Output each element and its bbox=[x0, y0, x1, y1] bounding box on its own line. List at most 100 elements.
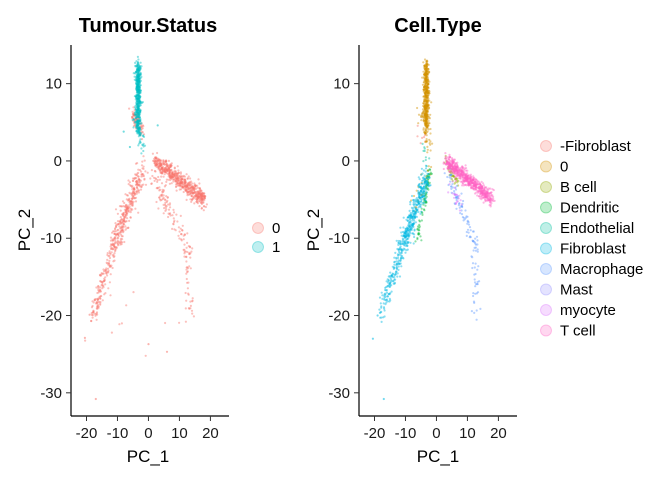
data-point bbox=[183, 181, 186, 184]
data-point bbox=[137, 107, 140, 110]
data-point bbox=[428, 175, 431, 178]
data-point bbox=[183, 178, 186, 181]
data-point bbox=[114, 222, 117, 225]
data-point bbox=[473, 273, 476, 276]
data-point bbox=[177, 169, 180, 172]
data-point bbox=[112, 243, 115, 246]
data-point bbox=[466, 178, 470, 181]
data-point bbox=[168, 171, 171, 174]
data-point bbox=[125, 194, 129, 197]
data-point bbox=[185, 299, 188, 302]
data-point bbox=[136, 94, 139, 97]
data-point bbox=[113, 230, 116, 233]
data-point bbox=[104, 269, 107, 273]
data-point bbox=[158, 164, 161, 167]
data-point bbox=[140, 164, 144, 167]
data-point bbox=[179, 181, 182, 185]
data-point bbox=[164, 206, 167, 209]
data-point bbox=[140, 175, 143, 178]
data-point bbox=[392, 273, 395, 276]
data-point bbox=[184, 291, 187, 295]
data-point bbox=[170, 176, 173, 179]
data-point bbox=[137, 114, 140, 117]
data-point bbox=[157, 165, 160, 168]
data-point bbox=[169, 169, 172, 172]
data-point bbox=[201, 191, 204, 194]
data-point bbox=[142, 135, 146, 138]
data-point bbox=[202, 196, 206, 199]
data-point bbox=[161, 166, 164, 170]
data-point bbox=[125, 206, 128, 209]
data-point bbox=[161, 165, 164, 168]
data-point bbox=[406, 244, 409, 247]
data-point bbox=[121, 228, 124, 231]
data-point bbox=[198, 195, 201, 199]
data-point bbox=[387, 292, 390, 296]
data-point bbox=[475, 318, 478, 321]
data-point bbox=[481, 185, 484, 188]
data-point bbox=[159, 162, 162, 165]
data-point bbox=[169, 175, 172, 178]
data-point bbox=[381, 294, 384, 297]
plot-area-cell-type bbox=[371, 58, 496, 401]
data-point bbox=[189, 304, 192, 307]
data-point bbox=[156, 187, 159, 190]
data-point bbox=[415, 204, 418, 207]
data-point bbox=[117, 242, 120, 245]
data-point bbox=[96, 298, 99, 301]
data-point bbox=[124, 205, 127, 208]
data-point bbox=[490, 197, 493, 200]
data-point bbox=[117, 240, 120, 243]
data-point bbox=[411, 232, 414, 235]
data-point bbox=[146, 171, 149, 174]
data-point bbox=[397, 241, 400, 244]
data-point bbox=[184, 180, 187, 183]
data-point bbox=[96, 300, 99, 303]
data-point bbox=[180, 178, 183, 181]
data-point bbox=[165, 195, 168, 198]
data-point bbox=[201, 199, 204, 202]
data-point bbox=[132, 179, 135, 182]
data-point bbox=[119, 239, 122, 242]
data-point bbox=[144, 183, 148, 186]
data-point bbox=[141, 124, 144, 127]
data-point bbox=[135, 108, 138, 111]
data-point bbox=[179, 227, 182, 230]
data-point bbox=[137, 128, 140, 131]
data-point bbox=[134, 118, 137, 121]
data-point bbox=[412, 207, 415, 210]
legend-key bbox=[252, 222, 264, 234]
data-point bbox=[116, 232, 119, 235]
data-point bbox=[182, 175, 185, 178]
data-point bbox=[195, 194, 198, 198]
data-point bbox=[154, 177, 157, 180]
data-point bbox=[482, 196, 485, 199]
data-point bbox=[96, 313, 99, 316]
data-point bbox=[173, 175, 176, 178]
data-point bbox=[100, 273, 103, 276]
data-point bbox=[460, 203, 463, 206]
data-point bbox=[420, 167, 423, 170]
data-point bbox=[125, 204, 128, 207]
data-point bbox=[187, 292, 190, 295]
data-point bbox=[99, 290, 102, 293]
data-point bbox=[133, 123, 137, 126]
data-point bbox=[170, 182, 173, 185]
data-point bbox=[137, 58, 140, 61]
data-point bbox=[149, 177, 152, 180]
data-point bbox=[108, 250, 111, 253]
data-point bbox=[172, 223, 175, 226]
data-point bbox=[117, 228, 120, 231]
data-point bbox=[136, 162, 139, 165]
data-point bbox=[127, 210, 130, 213]
data-point bbox=[182, 174, 185, 177]
data-point bbox=[115, 241, 118, 244]
data-point bbox=[180, 181, 183, 184]
data-point bbox=[191, 187, 194, 191]
data-point bbox=[129, 216, 132, 219]
data-point bbox=[479, 187, 482, 190]
data-point bbox=[186, 184, 189, 187]
data-point bbox=[102, 272, 105, 275]
data-point bbox=[170, 173, 173, 176]
data-point bbox=[125, 227, 128, 230]
